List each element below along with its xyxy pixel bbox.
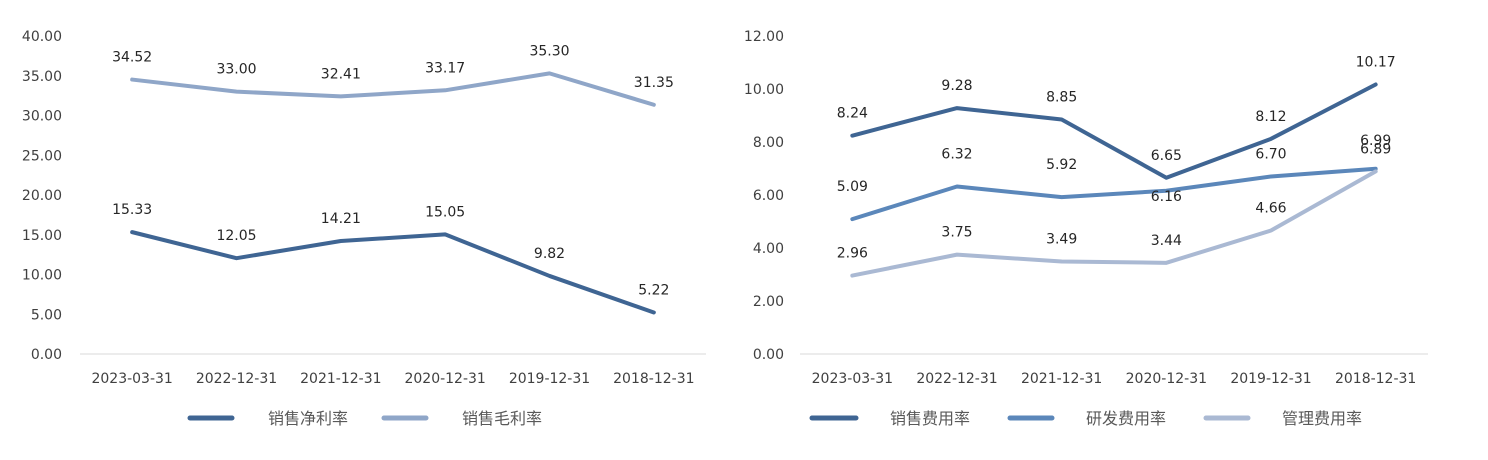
series-line bbox=[850, 169, 1378, 278]
y-tick-label: 10.00 bbox=[744, 82, 784, 98]
x-tick-label: 2022-12-31 bbox=[916, 371, 997, 387]
data-label: 3.44 bbox=[1151, 233, 1182, 249]
data-label: 34.52 bbox=[112, 50, 152, 66]
data-label: 15.33 bbox=[112, 202, 152, 218]
x-tick-label: 2022-12-31 bbox=[196, 371, 277, 387]
x-tick-label: 2019-12-31 bbox=[1230, 371, 1311, 387]
series-line bbox=[130, 230, 656, 315]
data-label: 9.28 bbox=[941, 78, 972, 94]
data-label: 5.92 bbox=[1046, 157, 1077, 173]
y-tick-label: 6.00 bbox=[753, 188, 784, 204]
series-line bbox=[850, 166, 1378, 222]
data-label: 33.17 bbox=[425, 60, 465, 76]
y-tick-label: 30.00 bbox=[22, 109, 62, 125]
legend-label: 管理费用率 bbox=[1282, 409, 1362, 428]
data-label: 6.89 bbox=[1360, 141, 1391, 157]
data-label: 6.16 bbox=[1151, 189, 1182, 205]
data-label: 6.70 bbox=[1255, 146, 1286, 162]
y-tick-label: 12.00 bbox=[744, 29, 784, 45]
y-tick-label: 0.00 bbox=[753, 347, 784, 363]
data-label: 8.85 bbox=[1046, 89, 1077, 105]
data-label: 12.05 bbox=[216, 228, 256, 244]
y-tick-label: 25.00 bbox=[22, 148, 62, 164]
data-label: 8.12 bbox=[1255, 109, 1286, 125]
y-tick-label: 35.00 bbox=[22, 69, 62, 85]
x-tick-label: 2018-12-31 bbox=[613, 371, 694, 387]
x-tick-label: 2023-03-31 bbox=[812, 371, 893, 387]
data-label: 5.22 bbox=[638, 283, 669, 299]
data-label: 9.82 bbox=[534, 246, 565, 262]
data-label: 6.65 bbox=[1151, 148, 1182, 164]
x-tick-label: 2021-12-31 bbox=[1021, 371, 1102, 387]
series-line bbox=[850, 82, 1378, 180]
y-tick-label: 2.00 bbox=[753, 294, 784, 310]
y-tick-label: 10.00 bbox=[22, 268, 62, 284]
data-label: 6.99 bbox=[1360, 133, 1391, 149]
data-label: 2.96 bbox=[837, 246, 868, 262]
y-tick-label: 20.00 bbox=[22, 188, 62, 204]
data-label: 10.17 bbox=[1356, 54, 1396, 70]
x-tick-label: 2020-12-31 bbox=[1126, 371, 1207, 387]
x-tick-label: 2021-12-31 bbox=[300, 371, 381, 387]
x-tick-label: 2020-12-31 bbox=[404, 371, 485, 387]
y-tick-label: 4.00 bbox=[753, 241, 784, 257]
y-tick-label: 0.00 bbox=[31, 347, 62, 363]
y-tick-label: 8.00 bbox=[753, 135, 784, 151]
data-label: 33.00 bbox=[216, 62, 256, 78]
legend-label: 销售净利率 bbox=[268, 409, 348, 428]
x-tick-label: 2019-12-31 bbox=[509, 371, 590, 387]
data-label: 31.35 bbox=[634, 75, 674, 91]
data-label: 6.32 bbox=[941, 147, 972, 163]
left-chart-profit-margins: 0.00 5.00 10.00 15.00 20.00 25.00 30.00 35.00 40… bbox=[22, 29, 706, 428]
data-label: 15.05 bbox=[425, 204, 465, 220]
legend-label: 销售费用率 bbox=[890, 409, 970, 428]
data-label: 14.21 bbox=[321, 211, 361, 227]
data-label: 5.09 bbox=[837, 179, 868, 195]
data-label: 3.49 bbox=[1046, 232, 1077, 248]
data-label: 8.24 bbox=[837, 106, 868, 122]
data-label: 3.75 bbox=[941, 225, 972, 241]
data-label: 4.66 bbox=[1255, 201, 1286, 217]
y-tick-label: 5.00 bbox=[31, 307, 62, 323]
right-chart-expense-ratios: 0.00 2.00 4.00 6.00 8.00 10.00 12.00 2023-03-31… bbox=[744, 29, 1428, 428]
x-tick-label: 2018-12-31 bbox=[1335, 371, 1416, 387]
series-line bbox=[130, 71, 656, 107]
data-label: 32.41 bbox=[321, 66, 361, 82]
y-tick-label: 40.00 bbox=[22, 29, 62, 45]
x-tick-label: 2023-03-31 bbox=[91, 371, 172, 387]
legend-label: 研发费用率 bbox=[1086, 409, 1166, 428]
legend-label: 销售毛利率 bbox=[462, 409, 542, 428]
y-tick-label: 15.00 bbox=[22, 228, 62, 244]
data-label: 35.30 bbox=[529, 43, 569, 59]
